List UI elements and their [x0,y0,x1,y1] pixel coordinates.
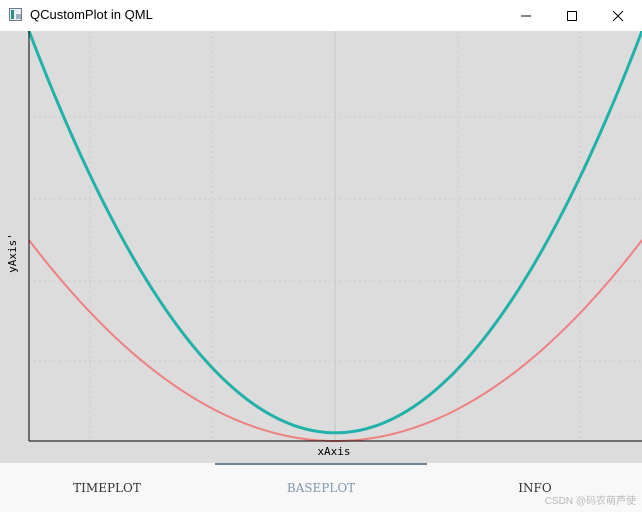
tab-info-label: INFO [518,480,552,495]
tab-bar: TIMEPLOT BASEPLOT INFO CSDN @码农萌芦使 [0,463,642,512]
maximize-icon [567,10,577,21]
maximize-button[interactable] [549,0,595,31]
tab-timeplot-label: TIMEPLOT [73,480,141,495]
minimize-button[interactable] [503,0,549,31]
close-button[interactable] [595,0,641,31]
close-icon [612,10,624,21]
plot-area[interactable]: xAxis yAxis' [0,31,642,463]
title-bar: QCustomPlot in QML [0,0,642,31]
y-axis-label: yAxis' [6,233,19,273]
grid [29,31,642,441]
app-window-icon [9,8,22,21]
active-tab-indicator [215,463,427,465]
watermark: CSDN @码农萌芦使 [544,496,636,507]
window-title: QCustomPlot in QML [30,7,153,22]
tab-baseplot[interactable]: BASEPLOT [214,463,428,512]
plot-canvas[interactable]: xAxis yAxis' [0,31,642,463]
x-axis-label: xAxis [317,445,350,458]
tab-info[interactable]: INFO [428,463,642,512]
tab-timeplot[interactable]: TIMEPLOT [0,463,214,512]
series-teal-curve [27,31,642,435]
tab-baseplot-label: BASEPLOT [286,480,356,495]
minimize-icon [521,15,531,16]
